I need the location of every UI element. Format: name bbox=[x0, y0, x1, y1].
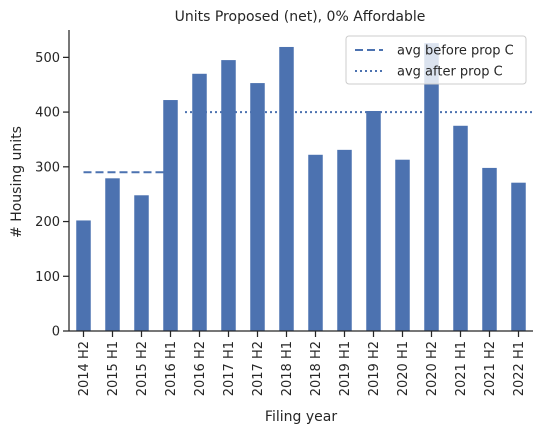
y-tick-label: 0 bbox=[52, 325, 60, 340]
y-tick-label: 300 bbox=[35, 160, 60, 175]
legend-label: avg before prop C bbox=[397, 44, 514, 59]
x-tick-label: 2018 H2 bbox=[309, 341, 324, 396]
bar-2021-h2 bbox=[482, 167, 497, 331]
bar-2017-h2 bbox=[250, 83, 265, 332]
y-ticks-group: 0 100 200 300 400 500 bbox=[35, 51, 69, 340]
y-tick-label: 100 bbox=[35, 270, 60, 285]
y-tick-label: 400 bbox=[35, 106, 60, 121]
bar-2015-h2 bbox=[134, 195, 149, 331]
axes-group bbox=[68, 30, 533, 332]
y-tick-label: 500 bbox=[35, 51, 60, 66]
x-tick-label: 2021 H2 bbox=[483, 341, 498, 396]
bar-2020-h1 bbox=[395, 159, 410, 331]
x-axis-label: Filing year bbox=[265, 409, 337, 425]
bar-2016-h1 bbox=[163, 100, 178, 332]
legend-box bbox=[345, 35, 527, 85]
x-tick-label: 2019 H1 bbox=[338, 341, 353, 396]
x-tick-label: 2016 H2 bbox=[193, 341, 208, 396]
bar-2018-h2 bbox=[308, 154, 323, 331]
bar-2021-h1 bbox=[453, 125, 468, 331]
bar-2017-h1 bbox=[221, 60, 236, 331]
bar-2015-h1 bbox=[105, 178, 120, 331]
x-tick-label: 2020 H2 bbox=[425, 341, 440, 396]
bar-2014-h2 bbox=[76, 220, 91, 331]
chart-title: Units Proposed (net), 0% Affordable bbox=[175, 9, 426, 25]
x-tick-label: 2015 H1 bbox=[106, 341, 121, 396]
x-tick-label: 2022 H1 bbox=[512, 341, 527, 396]
bar-2022-h1 bbox=[511, 182, 526, 331]
bar-2019-h1 bbox=[337, 149, 352, 331]
reference-lines-group bbox=[83, 111, 533, 174]
bar-2019-h2 bbox=[366, 110, 381, 331]
bar-2018-h1 bbox=[279, 46, 294, 331]
x-tick-label: 2017 H1 bbox=[222, 341, 237, 396]
x-tick-label: 2017 H2 bbox=[251, 341, 266, 396]
y-tick-label: 200 bbox=[35, 215, 60, 230]
bar-2016-h2 bbox=[192, 73, 207, 332]
x-tick-label: 2019 H2 bbox=[367, 341, 382, 396]
x-tick-label: 2018 H1 bbox=[280, 341, 295, 396]
x-tick-label: 2015 H2 bbox=[135, 341, 150, 396]
x-tick-label: 2021 H1 bbox=[454, 341, 469, 396]
x-ticks-group: 2014 H2 2015 H1 2015 H2 2016 H1 2016 H2 2017 … bbox=[77, 331, 527, 396]
x-tick-label: 2014 H2 bbox=[77, 341, 92, 396]
legend-label: avg after prop C bbox=[397, 65, 503, 80]
y-axis-label: # Housing units bbox=[9, 126, 25, 238]
bars-group bbox=[76, 43, 526, 332]
x-tick-label: 2016 H1 bbox=[164, 341, 179, 396]
x-tick-label: 2020 H1 bbox=[396, 341, 411, 396]
legend: avg before prop C avg after prop C bbox=[345, 35, 527, 85]
bar-2020-h2 bbox=[424, 43, 439, 331]
